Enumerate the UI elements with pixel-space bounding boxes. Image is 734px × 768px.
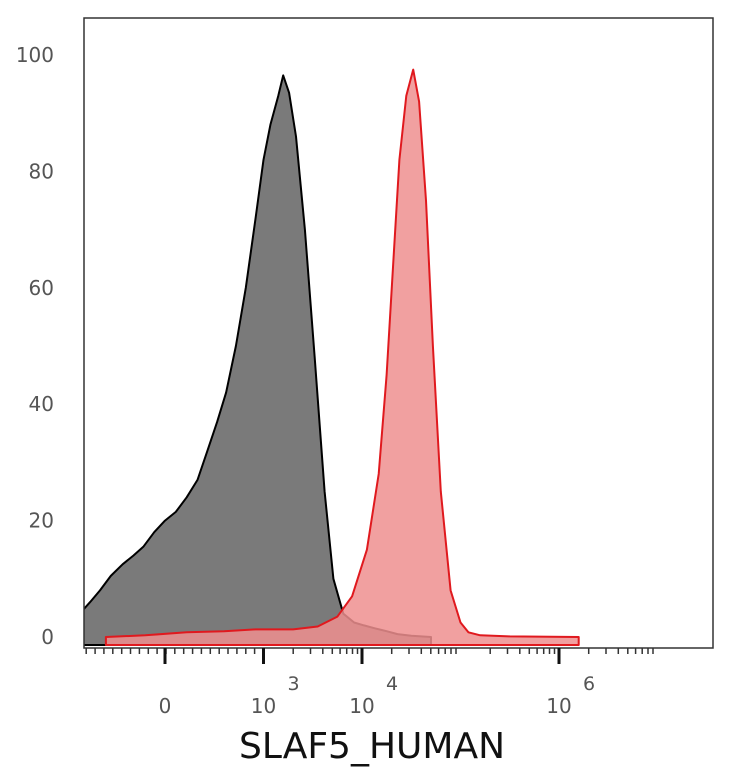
x-axis: 0 10 3 10 4 10 6 <box>159 648 595 718</box>
x-tick-exponent: 4 <box>386 673 398 695</box>
y-tick-label: 60 <box>29 276 54 300</box>
x-tick-label: 10 <box>251 694 276 718</box>
y-tick-label: 20 <box>29 509 54 533</box>
plot-area-frame <box>83 17 714 649</box>
x-tick-exponent: 6 <box>583 673 595 695</box>
histogram-series-2 <box>104 68 580 646</box>
x-tick-label: 0 <box>159 694 172 718</box>
x-tick-label: 10 <box>546 694 571 718</box>
y-tick-label: 40 <box>29 392 54 416</box>
x-tick-exponent: 3 <box>288 673 300 695</box>
y-tick-label: 80 <box>29 159 54 183</box>
x-axis-ticks <box>85 648 654 654</box>
x-tick-label: 10 <box>349 694 374 718</box>
y-tick-label: 0 <box>41 625 54 649</box>
x-axis-title: SLAF5_HUMAN <box>239 726 505 767</box>
y-tick-label: 100 <box>16 43 54 67</box>
y-axis: 0 20 40 60 80 100 <box>16 43 54 649</box>
